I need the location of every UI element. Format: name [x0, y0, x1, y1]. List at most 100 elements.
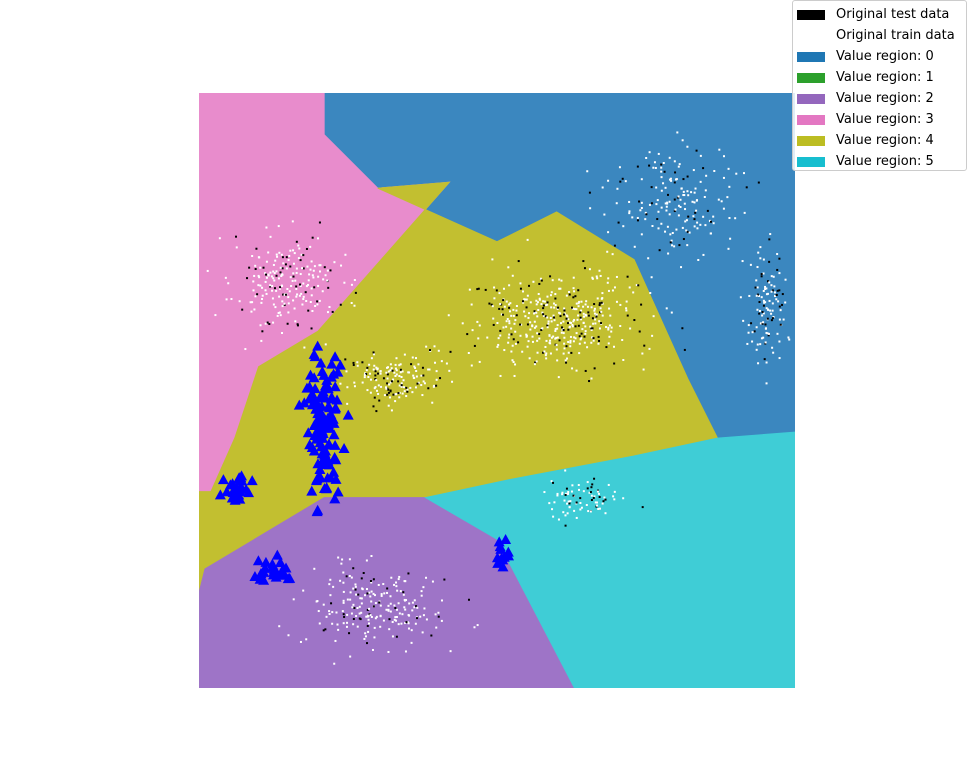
train-point	[708, 219, 711, 222]
triangle-marker	[309, 351, 321, 362]
train-point	[302, 298, 305, 301]
train-point	[604, 325, 607, 328]
train-point	[290, 285, 293, 288]
train-point	[644, 218, 647, 221]
train-point	[353, 381, 356, 384]
train-point	[582, 305, 585, 308]
train-point	[512, 308, 515, 311]
train-point	[437, 611, 440, 614]
train-point	[227, 282, 230, 285]
test-point	[613, 244, 616, 247]
train-point	[574, 337, 577, 340]
train-point	[383, 592, 386, 595]
triangle-marker	[495, 543, 507, 554]
test-point	[682, 238, 685, 241]
train-point	[599, 307, 602, 310]
train-point	[291, 279, 294, 282]
train-point	[365, 588, 368, 591]
test-point	[307, 309, 310, 312]
test-point	[638, 330, 641, 333]
train-point	[378, 600, 381, 603]
train-point	[558, 287, 561, 290]
test-point	[361, 361, 364, 364]
train-point	[345, 625, 348, 628]
train-point	[749, 263, 752, 266]
train-point	[373, 387, 376, 390]
train-point	[554, 293, 557, 296]
triangle-marker	[282, 573, 294, 584]
train-point	[764, 341, 767, 344]
train-point	[673, 245, 676, 248]
train-point	[467, 352, 470, 355]
train-point	[235, 246, 238, 249]
train-point	[590, 329, 593, 332]
train-point	[784, 278, 787, 281]
train-point	[440, 599, 443, 602]
test-point	[248, 266, 251, 269]
train-point	[368, 607, 371, 610]
train-point	[398, 375, 401, 378]
test-point	[695, 149, 698, 152]
test-point	[313, 286, 316, 289]
train-point	[546, 295, 549, 298]
test-point	[578, 335, 581, 338]
train-point	[302, 282, 305, 285]
train-point	[628, 286, 631, 289]
test-point	[296, 323, 299, 326]
train-point	[297, 257, 300, 260]
train-point	[759, 257, 762, 260]
test-point	[298, 283, 301, 286]
train-point	[755, 348, 758, 351]
train-point	[655, 186, 658, 189]
train-point	[613, 490, 616, 493]
train-point	[254, 295, 257, 298]
test-point	[756, 293, 759, 296]
train-point	[306, 265, 309, 268]
train-point	[370, 590, 373, 593]
train-point	[684, 220, 687, 223]
train-point	[586, 481, 589, 484]
train-point	[341, 610, 344, 613]
train-point	[505, 300, 508, 303]
train-point	[577, 302, 580, 305]
legend-item-test-data: Original test data	[797, 4, 962, 25]
train-point	[278, 311, 281, 314]
test-point	[354, 291, 357, 294]
test-point	[387, 388, 390, 391]
triangle-marker	[266, 561, 278, 572]
train-point	[277, 225, 280, 228]
train-point	[578, 300, 581, 303]
train-point	[651, 224, 654, 227]
train-point	[468, 288, 471, 291]
test-point	[764, 323, 767, 326]
test-point	[600, 322, 603, 325]
train-point	[743, 211, 746, 214]
train-point	[295, 267, 298, 270]
test-point	[289, 265, 292, 268]
train-point	[640, 201, 643, 204]
train-point	[571, 325, 574, 328]
train-point	[622, 497, 625, 500]
test-point	[604, 498, 607, 501]
train-point	[322, 603, 325, 606]
train-point	[779, 309, 782, 312]
test-point	[324, 628, 327, 631]
test-point	[519, 323, 522, 326]
train-point	[675, 228, 678, 231]
train-point	[507, 266, 510, 269]
train-point	[577, 314, 580, 317]
test-point	[262, 266, 265, 269]
train-point	[728, 217, 731, 220]
train-point	[398, 384, 401, 387]
train-point	[690, 191, 693, 194]
test-point	[421, 366, 424, 369]
test-point	[296, 324, 299, 327]
test-point	[587, 311, 590, 314]
train-point	[356, 364, 359, 367]
train-point	[394, 375, 397, 378]
train-point	[393, 604, 396, 607]
triangle-marker	[234, 493, 246, 504]
train-point	[300, 253, 303, 256]
train-point	[569, 335, 572, 338]
train-point	[280, 275, 283, 278]
